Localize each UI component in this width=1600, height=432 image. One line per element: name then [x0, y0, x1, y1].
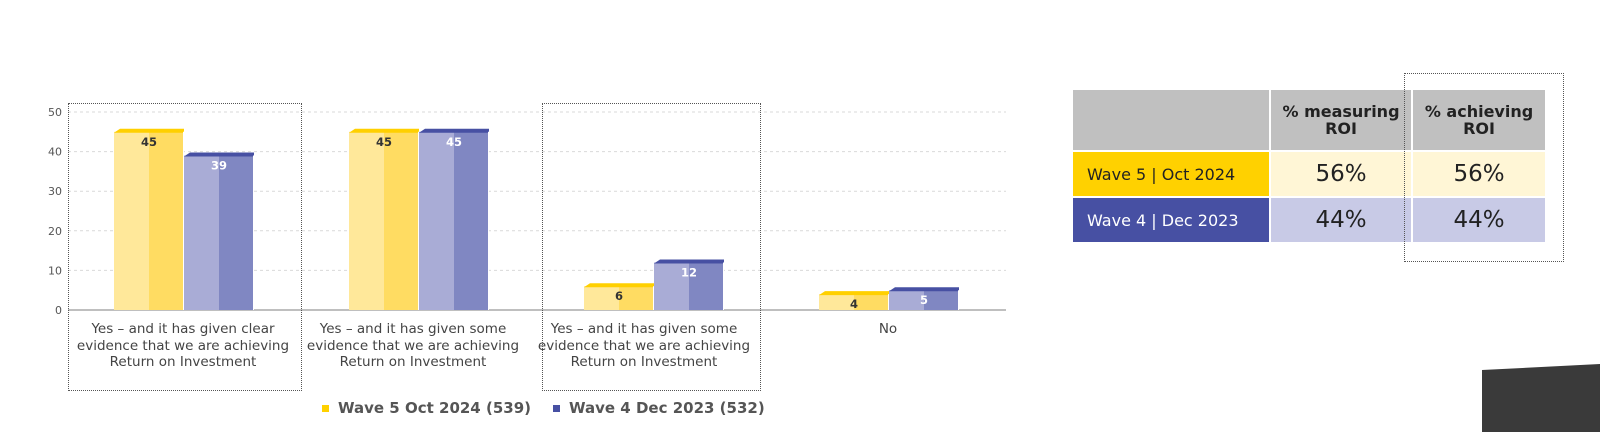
bar-face-right: [854, 294, 889, 310]
legend-label-wave4: Wave 4 Dec 2023 (532): [569, 399, 765, 417]
bar-wave5-category-2: 45: [349, 128, 419, 310]
legend-item-wave4: Wave 4 Dec 2023 (532): [553, 399, 765, 417]
bar-face-right: [454, 131, 489, 310]
bar-face-right: [149, 131, 184, 310]
bar-face-right: [384, 131, 419, 310]
header-achieving-roi: % achieving ROI: [1411, 88, 1547, 152]
bar-face-right: [219, 155, 254, 310]
category-label-1: Yes – and it has given clear evidence th…: [76, 321, 290, 370]
wave5-achieving-value: 56%: [1411, 150, 1547, 198]
chart-legend: Wave 5 Oct 2024 (539) Wave 4 Dec 2023 (5…: [322, 399, 765, 417]
bar-face-left: [184, 155, 219, 310]
data-label: 39: [211, 159, 227, 173]
bar-cap: [349, 128, 419, 133]
bar-cap: [584, 283, 654, 288]
y-tick-label: 20: [48, 225, 62, 238]
bar-face-left: [114, 131, 149, 310]
bar-face-left: [349, 131, 384, 310]
category-label-2: Yes – and it has given some evidence tha…: [306, 321, 520, 370]
wave5-measuring-value: 56%: [1269, 150, 1413, 198]
y-tick-label: 50: [48, 106, 62, 119]
bar-face-right: [619, 286, 654, 310]
bar-wave4-category-3: 12: [654, 259, 724, 310]
roi-table-row-wave5: Wave 5 | Oct 2024 56% 56%: [1071, 150, 1547, 198]
bar-face-left: [819, 294, 854, 310]
category-label-4: No: [878, 321, 898, 337]
legend-swatch-wave5: [322, 404, 329, 412]
roi-table-header-row: % measuring ROI % achieving ROI: [1071, 88, 1547, 152]
y-tick-label: 40: [48, 146, 62, 159]
y-tick-label: 10: [48, 264, 62, 277]
row-label-wave4: Wave 4 | Dec 2023: [1071, 196, 1271, 244]
category-label-3: Yes – and it has given some evidence tha…: [537, 321, 751, 370]
bar-face-left: [419, 131, 454, 310]
data-label: 4: [850, 297, 858, 311]
wave4-achieving-value: 44%: [1411, 196, 1547, 244]
wave4-measuring-value: 44%: [1269, 196, 1413, 244]
bar-wave5-category-4: 4: [819, 291, 889, 311]
header-measuring-roi: % measuring ROI: [1269, 88, 1413, 152]
roi-table-row-wave4: Wave 4 | Dec 2023 44% 44%: [1071, 196, 1547, 244]
row-label-wave5: Wave 5 | Oct 2024: [1071, 150, 1271, 198]
bar-face-left: [584, 286, 619, 310]
bar-cap: [184, 152, 254, 157]
data-label: 45: [446, 135, 462, 149]
highlight-box-category-3: [542, 103, 761, 391]
bar-face-right: [924, 290, 959, 310]
bar-cap: [889, 287, 959, 292]
roi-table: % measuring ROI % achieving ROI Wave 5 |…: [1071, 88, 1547, 244]
bar-face-left: [889, 290, 924, 310]
data-label: 5: [920, 293, 928, 307]
bar-cap: [654, 259, 724, 264]
bar-wave4-category-1: 39: [184, 152, 254, 310]
bar-face-right: [689, 262, 724, 310]
legend-item-wave5: Wave 5 Oct 2024 (539): [322, 399, 531, 417]
y-tick-label: 30: [48, 185, 62, 198]
legend-label-wave5: Wave 5 Oct 2024 (539): [338, 399, 531, 417]
bar-wave4-category-2: 45: [419, 128, 489, 310]
y-tick-labels: 0 10 20 30 40 50: [48, 106, 62, 317]
data-label: 45: [376, 135, 392, 149]
data-label: 45: [141, 135, 157, 149]
bar-face-left: [654, 262, 689, 310]
data-label: 12: [681, 265, 697, 279]
bar-wave4-category-4: 5: [889, 287, 959, 310]
roi-table-corner: [1071, 88, 1271, 152]
highlight-box-category-1: [68, 103, 302, 391]
highlight-box-achieving-column: [1404, 73, 1564, 262]
y-tick-label: 0: [55, 304, 62, 317]
bar-cap: [419, 128, 489, 133]
bar-cap: [819, 291, 889, 296]
bar-cap: [114, 128, 184, 133]
data-label: 6: [615, 289, 623, 303]
bar-wave5-category-3: 6: [584, 283, 654, 310]
legend-swatch-wave4: [553, 404, 560, 412]
bar-wave5-category-1: 45: [114, 128, 184, 310]
